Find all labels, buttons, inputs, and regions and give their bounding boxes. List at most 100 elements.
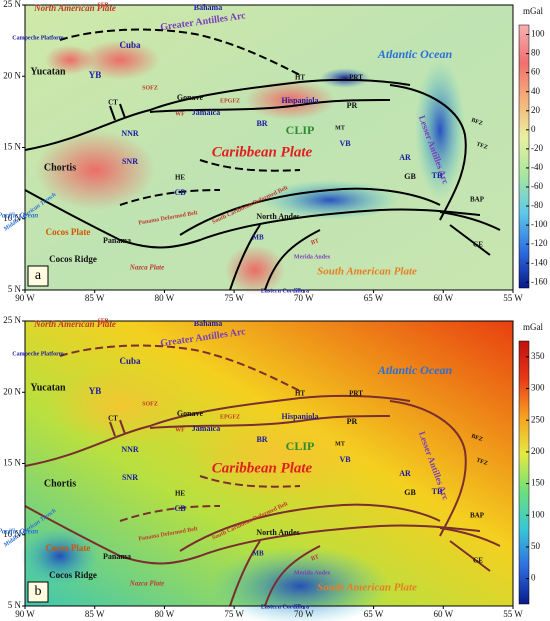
colorbar-tick-label: 50 [531, 541, 541, 551]
map-label: GE [473, 557, 483, 565]
map-label: PR [347, 101, 358, 110]
map-label: SNR [122, 473, 138, 482]
map-label: BR [256, 435, 267, 444]
anomaly [260, 180, 400, 220]
fault-line [439, 211, 501, 256]
map-label: Nazca Plate [129, 580, 164, 588]
map-label: BR [256, 119, 267, 128]
map-label: EPGFZ [220, 414, 240, 420]
map-label: EPGFZ [220, 98, 240, 104]
colorbar-tick-label: 200 [531, 446, 545, 456]
map-label: Cuba [119, 356, 141, 366]
colorbar-tick-label: 250 [531, 414, 545, 424]
map-label: Jamaica [192, 424, 220, 433]
x-tick-label: 90 W [15, 293, 35, 303]
x-tick-label: 70 W [294, 293, 314, 303]
x-tick-label: 80 W [155, 609, 175, 619]
colorbar-unit: mGal [523, 322, 543, 332]
map-label: PRT [349, 74, 363, 82]
map-label: GB [404, 172, 416, 181]
map-label: WF [175, 111, 185, 117]
anomaly [80, 40, 160, 80]
map-label: BT [310, 238, 320, 246]
map-label: North American Plate [33, 3, 116, 13]
map-label: Cocos Plate [46, 227, 91, 237]
map-label: Panama [103, 236, 131, 245]
anomaly [190, 411, 370, 501]
map-label: North American Plate [33, 319, 116, 329]
map-label: AR [399, 153, 411, 162]
map-label: North Andes [256, 212, 299, 221]
map-label: Jamaica [192, 108, 220, 117]
anomaly [35, 130, 155, 210]
panel-tag-box [27, 265, 49, 287]
anomaly [245, 80, 335, 120]
map-label: MT [335, 125, 345, 131]
map-label: VB [339, 455, 351, 464]
map-label: Cocos Ridge [49, 254, 97, 264]
colorbar-tick-label: 0 [531, 124, 536, 134]
y-tick-label: 15 N [3, 142, 21, 152]
map-label: Merida Andes [294, 570, 331, 576]
y-tick-label: 20 N [3, 386, 21, 396]
y-tick-label: 25 N [3, 0, 21, 9]
fault-line [229, 540, 321, 607]
map-label: Cocos Plate [46, 543, 91, 553]
anomaly [20, 526, 100, 586]
x-tick-label: 60 W [433, 293, 453, 303]
map-label: WF [175, 427, 185, 433]
map-label: TB [432, 171, 443, 180]
fault-line [59, 344, 301, 392]
panel-tag: a [35, 268, 42, 283]
colorbar-tick-label: -80 [531, 200, 543, 210]
map-label: AR [399, 469, 411, 478]
fault-line [24, 78, 411, 151]
map-label: Merida Andes [294, 254, 331, 260]
colorbar [518, 340, 530, 605]
map-label: SFB [97, 2, 108, 8]
map-label: BFZ [470, 434, 483, 444]
y-tick-label: 20 N [3, 70, 21, 80]
map-label: MT [335, 441, 345, 447]
fault-line [24, 189, 481, 249]
y-tick-label: 25 N [3, 315, 21, 325]
anomaly [225, 245, 285, 295]
map-label: Campeche Platform [12, 35, 63, 41]
map-label: NNR [121, 129, 139, 138]
fault-line [439, 527, 501, 572]
x-tick-label: 90 W [15, 609, 35, 619]
map-label: South American Plate [317, 582, 417, 594]
map-label: SNR [122, 157, 138, 166]
map-label: CLIP [286, 123, 315, 137]
map-label: GE [473, 241, 483, 249]
x-tick-label: 85 W [85, 293, 105, 303]
map-label: BAP [470, 196, 485, 204]
colorbar-tick-label: 20 [531, 105, 541, 115]
map-label: BT [310, 554, 320, 562]
colorbar-tick-label: 100 [531, 509, 545, 519]
fault-line [119, 159, 301, 206]
map-label: GB [404, 488, 416, 497]
map-label: HE [175, 490, 185, 498]
map-label: PR [347, 417, 358, 426]
map-panel: 90 W 85 W 80 W 75 W 70 W 65 W 60 W 55 W 5 N 10 N 1… [0, 315, 545, 621]
map-label: Caribbean Plate [212, 460, 313, 476]
colorbar-tick-label: -20 [531, 143, 543, 153]
map-label: TFZ [475, 142, 488, 152]
map-label: Atlantic Ocean [377, 363, 453, 377]
map-label: MB [252, 234, 264, 242]
map-label: Hispaniola [282, 96, 319, 105]
map-label: Chortis [44, 478, 76, 489]
map-label: Caribbean Plate [212, 144, 313, 160]
fault-line [229, 224, 321, 291]
anomaly [320, 68, 370, 88]
map-label: Yucatan [30, 382, 66, 393]
map-label: South American Plate [317, 266, 417, 278]
map-label: HT [295, 390, 305, 398]
map-label: Chortis [44, 162, 76, 173]
y-tick-label: 10 N [3, 529, 21, 539]
x-tick-label: 75 W [224, 609, 244, 619]
fault-line [109, 419, 126, 437]
map-label: Bahama [194, 3, 222, 12]
map-label: Cocos Ridge [49, 570, 97, 580]
